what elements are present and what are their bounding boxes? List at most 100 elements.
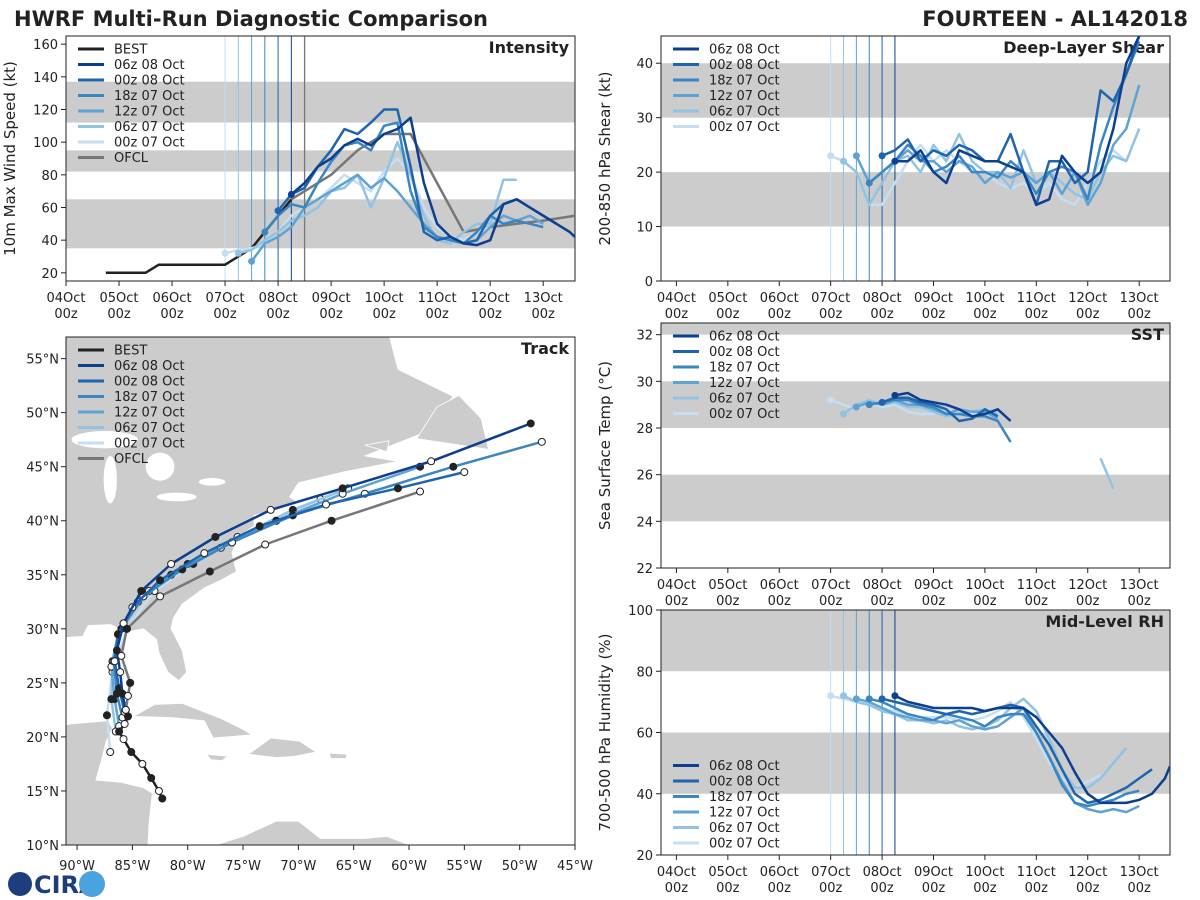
shaded-band-2 bbox=[66, 81, 575, 123]
track-00z-07-oct-point bbox=[106, 748, 115, 757]
legend-label-18z-07-oct: 18z 07 Oct bbox=[709, 74, 780, 89]
lat-tick-label: 10°N bbox=[26, 839, 59, 854]
lat-tick-label: 15°N bbox=[26, 785, 59, 800]
legend-label-06z-08-oct: 06z 08 Oct bbox=[709, 43, 780, 58]
series-start-point-18z-07-oct bbox=[261, 228, 269, 236]
series-start-point-06z-08-oct bbox=[891, 391, 899, 399]
x-tick-date: 05Oct bbox=[708, 865, 747, 880]
x-tick-date: 06Oct bbox=[760, 578, 799, 593]
x-tick-hour: 00z bbox=[768, 594, 792, 609]
plot-frame bbox=[660, 35, 1171, 282]
shaded-band-1 bbox=[661, 63, 1170, 118]
x-tick-hour: 00z bbox=[973, 881, 997, 896]
x-tick-date: 11Oct bbox=[418, 291, 457, 306]
great-lakes bbox=[71, 431, 226, 504]
y-tick-label: 40 bbox=[636, 788, 653, 803]
series-start-point-00z-07-oct bbox=[221, 249, 229, 257]
x-tick-date: 12Oct bbox=[1068, 578, 1107, 593]
series-start-point-18z-07-oct bbox=[865, 401, 873, 409]
x-tick-date: 12Oct bbox=[471, 291, 510, 306]
track-00z-08-oct-point bbox=[255, 522, 264, 531]
x-tick-hour: 00z bbox=[716, 881, 740, 896]
y-tick-label: 120 bbox=[33, 104, 58, 119]
lat-tick-label: 35°N bbox=[26, 569, 59, 584]
x-tick-hour: 00z bbox=[54, 307, 78, 322]
series-line-06z-08-oct bbox=[894, 694, 1170, 805]
legend-label-06z-08-oct: 06z 08 Oct bbox=[709, 759, 780, 774]
series-start-point-00z-07-oct bbox=[827, 152, 835, 160]
y-tick-label: 80 bbox=[41, 169, 58, 184]
lat-tick-label: 20°N bbox=[26, 731, 59, 746]
central-america-landmass bbox=[66, 720, 153, 845]
plot-frame bbox=[660, 322, 1171, 569]
track-00z-08-oct-point bbox=[200, 549, 209, 558]
lon-tick-label: 65°W bbox=[336, 859, 372, 874]
x-tick-hour: 00z bbox=[372, 307, 396, 322]
panel-rh: 2040608010004Oct00z05Oct00z06Oct00z07Oct… bbox=[596, 604, 1171, 896]
x-tick-hour: 00z bbox=[716, 307, 740, 322]
series-start-point-06z-08-oct bbox=[891, 692, 899, 700]
x-tick-hour: 00z bbox=[819, 881, 843, 896]
y-axis-label: Sea Surface Temp (°C) bbox=[596, 361, 614, 530]
x-tick-date: 09Oct bbox=[914, 578, 953, 593]
series-start-point-00z-07-oct bbox=[827, 396, 835, 404]
y-axis-label: 200-850 hPa Shear (kt) bbox=[596, 72, 614, 246]
legend-label-00z-08-oct: 00z 08 Oct bbox=[709, 58, 780, 73]
ofcl-track-point bbox=[123, 691, 132, 700]
x-tick-date: 12Oct bbox=[1068, 865, 1107, 880]
best-track bbox=[117, 709, 164, 800]
lake-2 bbox=[145, 452, 175, 481]
x-tick-hour: 00z bbox=[665, 594, 689, 609]
best-track-point bbox=[154, 786, 163, 795]
series-start-point-00z-08-oct bbox=[274, 207, 282, 215]
series-start-point-18z-07-oct bbox=[865, 179, 873, 187]
legend-label-06z-07-oct: 06z 07 Oct bbox=[709, 392, 780, 407]
track-18z-07-oct-point bbox=[449, 462, 458, 471]
legend-label-12z-07-oct: 12z 07 Oct bbox=[709, 376, 780, 391]
series-start-point-00z-07-oct bbox=[827, 692, 835, 700]
lat-tick-label: 50°N bbox=[26, 407, 59, 422]
lon-tick-label: 45°W bbox=[557, 859, 593, 874]
y-tick-label: 20 bbox=[41, 267, 58, 282]
x-tick-date: 05Oct bbox=[708, 578, 747, 593]
y-tick-label: 140 bbox=[33, 71, 58, 86]
puerto-rico-island bbox=[328, 752, 348, 759]
legend-label-06z-07-oct: 06z 07 Oct bbox=[709, 105, 780, 120]
y-tick-label: 40 bbox=[636, 57, 653, 72]
legend-label-best: BEST bbox=[114, 43, 147, 58]
legend-label-12z-07-oct: 12z 07 Oct bbox=[114, 105, 185, 120]
ofcl-track-point bbox=[416, 487, 425, 496]
panel-title: SST bbox=[1131, 325, 1164, 344]
legend-label-06z-08-oct: 06z 08 Oct bbox=[709, 330, 780, 345]
x-tick-hour: 00z bbox=[160, 307, 184, 322]
x-tick-hour: 00z bbox=[768, 881, 792, 896]
lat-tick-label: 30°N bbox=[26, 623, 59, 638]
x-tick-hour: 00z bbox=[922, 594, 946, 609]
legend-label-00z-07-oct: 00z 07 Oct bbox=[114, 136, 185, 151]
shaded-band-2 bbox=[661, 323, 1170, 335]
best-track-point bbox=[115, 727, 124, 736]
x-tick-hour: 00z bbox=[922, 307, 946, 322]
panel-title: Deep-Layer Shear bbox=[1003, 38, 1164, 57]
y-tick-label: 40 bbox=[41, 234, 58, 249]
x-tick-date: 13Oct bbox=[1120, 865, 1159, 880]
legend-label-18z-07-oct: 18z 07 Oct bbox=[114, 390, 185, 405]
hispaniola-island bbox=[247, 737, 318, 758]
x-tick-date: 06Oct bbox=[760, 291, 799, 306]
x-tick-hour: 00z bbox=[768, 307, 792, 322]
series-line-06z-08-oct bbox=[894, 36, 1141, 207]
x-tick-hour: 00z bbox=[973, 307, 997, 322]
track-00z-07-oct-point bbox=[102, 711, 111, 720]
track-06z-08-oct-point bbox=[526, 419, 535, 428]
chart-panels: 2040608010012014016004Oct00z05Oct00z06Oc… bbox=[1, 35, 1171, 896]
track-00z-08-oct-point bbox=[460, 468, 469, 477]
ofcl-track-point bbox=[327, 516, 336, 525]
track-06z-08-oct-point bbox=[266, 505, 275, 514]
panel-sst: 22242628303204Oct00z05Oct00z06Oct00z07Oc… bbox=[596, 322, 1171, 609]
legend-label-00z-08-oct: 00z 08 Oct bbox=[114, 375, 185, 390]
x-tick-hour: 00z bbox=[478, 307, 502, 322]
legend-label-ofcl: OFCL bbox=[114, 151, 149, 166]
x-tick-hour: 00z bbox=[1127, 307, 1151, 322]
x-tick-date: 10Oct bbox=[965, 865, 1004, 880]
